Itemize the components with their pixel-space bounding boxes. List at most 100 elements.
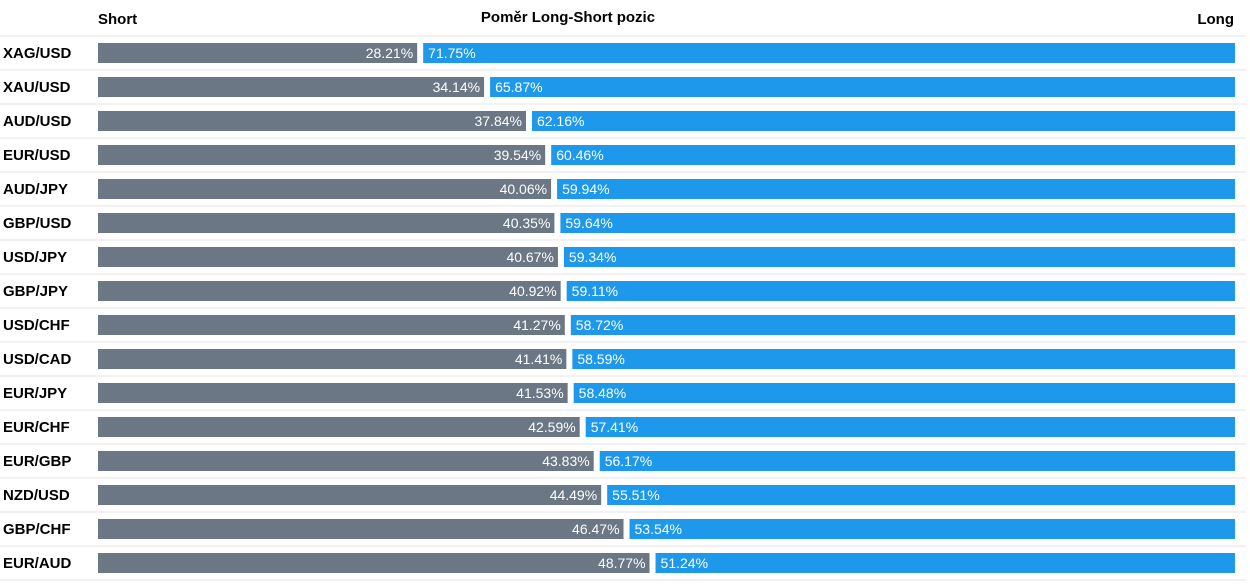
category-label: USD/JPY bbox=[3, 249, 67, 266]
short-bar bbox=[98, 213, 555, 233]
category-label: GBP/USD bbox=[3, 215, 72, 232]
chart-row: EUR/CHF 42.59% 57.41% bbox=[0, 417, 1246, 445]
category-label: USD/CAD bbox=[3, 351, 72, 368]
chart-title: Poměr Long-Short pozic bbox=[481, 9, 655, 26]
chart-row: XAU/USD 34.14% 65.87% bbox=[0, 77, 1246, 105]
short-bar bbox=[98, 417, 580, 437]
category-label: XAG/USD bbox=[3, 45, 72, 62]
short-bar bbox=[98, 247, 558, 267]
long-value-label: 65.87% bbox=[495, 79, 542, 95]
long-value-label: 59.64% bbox=[565, 215, 612, 231]
long-value-label: 60.46% bbox=[556, 147, 603, 163]
category-label: GBP/JPY bbox=[3, 283, 68, 300]
long-bar bbox=[629, 519, 1235, 539]
short-bar bbox=[98, 43, 418, 63]
long-value-label: 55.51% bbox=[612, 487, 659, 503]
category-label: AUD/USD bbox=[3, 113, 72, 130]
long-bar bbox=[607, 485, 1235, 505]
chart-row: AUD/USD 37.84% 62.16% bbox=[0, 111, 1246, 139]
category-label: NZD/USD bbox=[3, 487, 70, 504]
short-bar bbox=[98, 145, 546, 165]
short-value-label: 44.49% bbox=[550, 487, 597, 503]
long-bar bbox=[563, 247, 1235, 267]
short-value-label: 48.77% bbox=[598, 555, 645, 571]
category-label: GBP/CHF bbox=[3, 521, 71, 538]
long-bar bbox=[585, 417, 1235, 437]
short-header-label: Short bbox=[98, 11, 137, 28]
short-value-label: 40.06% bbox=[500, 181, 547, 197]
short-value-label: 40.35% bbox=[503, 215, 550, 231]
category-label: USD/CHF bbox=[3, 317, 70, 334]
short-bar bbox=[98, 179, 552, 199]
short-value-label: 42.59% bbox=[528, 419, 575, 435]
long-value-label: 59.94% bbox=[562, 181, 609, 197]
short-bar bbox=[98, 451, 594, 471]
category-label: AUD/JPY bbox=[3, 181, 68, 198]
long-value-label: 56.17% bbox=[605, 453, 652, 469]
category-label: EUR/CHF bbox=[3, 419, 70, 436]
long-bar bbox=[423, 43, 1236, 63]
category-label: XAU/USD bbox=[3, 79, 71, 96]
chart-row: EUR/GBP 43.83% 56.17% bbox=[0, 451, 1246, 479]
chart-row: USD/CHF 41.27% 58.72% bbox=[0, 315, 1246, 343]
long-value-label: 51.24% bbox=[661, 555, 708, 571]
category-label: EUR/USD bbox=[3, 147, 71, 164]
short-bar bbox=[98, 315, 565, 335]
chart-row: GBP/JPY 40.92% 59.11% bbox=[0, 281, 1246, 309]
long-value-label: 57.41% bbox=[591, 419, 638, 435]
chart-row: XAG/USD 28.21% 71.75% bbox=[0, 43, 1246, 71]
long-value-label: 62.16% bbox=[537, 113, 584, 129]
short-bar bbox=[98, 383, 568, 403]
chart-row: EUR/USD 39.54% 60.46% bbox=[0, 145, 1246, 173]
long-bar bbox=[531, 111, 1235, 131]
long-value-label: 58.72% bbox=[576, 317, 623, 333]
long-bar bbox=[599, 451, 1235, 471]
long-bar bbox=[655, 553, 1235, 573]
short-value-label: 37.84% bbox=[474, 113, 521, 129]
long-bar bbox=[557, 179, 1235, 199]
short-bar bbox=[98, 111, 526, 131]
chart-row: USD/JPY 40.67% 59.34% bbox=[0, 247, 1246, 275]
short-bar bbox=[98, 519, 624, 539]
long-value-label: 53.54% bbox=[635, 521, 682, 537]
long-bar bbox=[570, 315, 1235, 335]
short-bar bbox=[98, 349, 567, 369]
category-label: EUR/JPY bbox=[3, 385, 67, 402]
short-value-label: 41.41% bbox=[515, 351, 562, 367]
short-bar bbox=[98, 485, 602, 505]
short-value-label: 43.83% bbox=[542, 453, 589, 469]
short-bar bbox=[98, 553, 650, 573]
chart-row: AUD/JPY 40.06% 59.94% bbox=[0, 179, 1246, 207]
short-value-label: 28.21% bbox=[366, 45, 413, 61]
long-bar bbox=[566, 281, 1235, 301]
long-bar bbox=[560, 213, 1235, 233]
category-label: EUR/AUD bbox=[3, 555, 72, 572]
long-value-label: 59.34% bbox=[569, 249, 616, 265]
short-value-label: 40.67% bbox=[506, 249, 553, 265]
chart-rows: XAG/USD 28.21% 71.75% XAU/USD 34.14% 65.87% AU… bbox=[0, 35, 1246, 581]
short-bar bbox=[98, 77, 485, 97]
short-bar bbox=[98, 281, 561, 301]
chart-row: GBP/CHF 46.47% 53.54% bbox=[0, 519, 1246, 547]
category-label: EUR/GBP bbox=[3, 453, 71, 470]
long-bar bbox=[573, 383, 1235, 403]
long-value-label: 58.48% bbox=[579, 385, 626, 401]
short-value-label: 40.92% bbox=[509, 283, 556, 299]
long-bar bbox=[551, 145, 1235, 165]
long-header-label: Long bbox=[1197, 11, 1234, 28]
long-bar bbox=[572, 349, 1235, 369]
short-value-label: 41.27% bbox=[513, 317, 560, 333]
short-value-label: 46.47% bbox=[572, 521, 619, 537]
long-value-label: 58.59% bbox=[577, 351, 624, 367]
long-value-label: 71.75% bbox=[428, 45, 475, 61]
short-value-label: 34.14% bbox=[433, 79, 480, 95]
short-value-label: 39.54% bbox=[494, 147, 541, 163]
long-value-label: 59.11% bbox=[572, 283, 618, 299]
short-value-label: 41.53% bbox=[516, 385, 563, 401]
chart-row: EUR/AUD 48.77% 51.24% bbox=[0, 553, 1246, 581]
chart-row: GBP/USD 40.35% 59.64% bbox=[0, 213, 1246, 241]
chart-row: USD/CAD 41.41% 58.59% bbox=[0, 349, 1246, 377]
chart-row: EUR/JPY 41.53% 58.48% bbox=[0, 383, 1246, 411]
